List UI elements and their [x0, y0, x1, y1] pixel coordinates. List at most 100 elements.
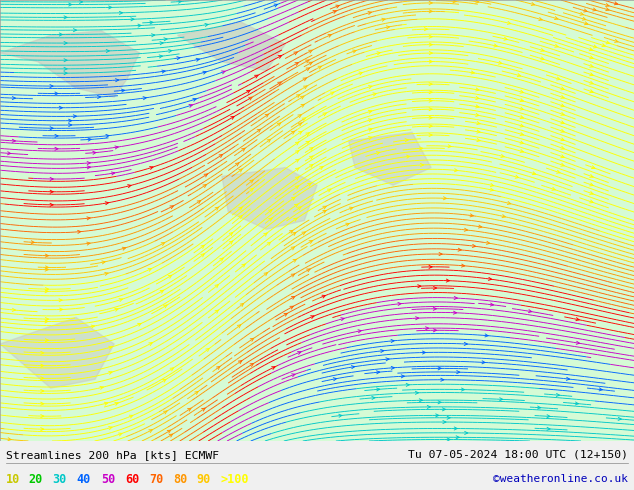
FancyArrowPatch shape	[531, 2, 534, 5]
FancyArrowPatch shape	[250, 189, 253, 192]
FancyArrowPatch shape	[490, 184, 494, 187]
FancyArrowPatch shape	[250, 364, 254, 367]
FancyArrowPatch shape	[230, 233, 233, 236]
FancyArrowPatch shape	[429, 83, 432, 86]
FancyArrowPatch shape	[196, 58, 200, 61]
FancyArrowPatch shape	[264, 233, 267, 236]
FancyArrowPatch shape	[382, 18, 385, 21]
FancyArrowPatch shape	[295, 150, 299, 153]
FancyArrowPatch shape	[87, 166, 90, 169]
FancyArrowPatch shape	[41, 390, 44, 392]
FancyArrowPatch shape	[45, 268, 48, 271]
FancyArrowPatch shape	[87, 162, 90, 165]
FancyArrowPatch shape	[454, 427, 457, 430]
FancyArrowPatch shape	[295, 168, 299, 171]
FancyArrowPatch shape	[107, 49, 109, 52]
FancyArrowPatch shape	[368, 128, 372, 131]
Polygon shape	[222, 168, 317, 229]
FancyArrowPatch shape	[298, 123, 302, 126]
FancyArrowPatch shape	[269, 210, 272, 213]
FancyArrowPatch shape	[41, 428, 44, 431]
FancyArrowPatch shape	[377, 52, 380, 55]
FancyArrowPatch shape	[177, 57, 180, 60]
FancyArrowPatch shape	[294, 52, 297, 55]
FancyArrowPatch shape	[168, 275, 172, 278]
FancyArrowPatch shape	[215, 207, 219, 210]
FancyArrowPatch shape	[309, 165, 313, 168]
FancyArrowPatch shape	[41, 364, 44, 367]
FancyArrowPatch shape	[159, 55, 162, 58]
FancyArrowPatch shape	[50, 127, 53, 130]
FancyArrowPatch shape	[105, 202, 108, 205]
FancyArrowPatch shape	[448, 145, 451, 148]
FancyArrowPatch shape	[477, 139, 480, 142]
FancyArrowPatch shape	[368, 11, 372, 14]
FancyArrowPatch shape	[68, 123, 72, 126]
FancyArrowPatch shape	[346, 223, 349, 226]
FancyArrowPatch shape	[306, 60, 309, 63]
Text: 40: 40	[76, 473, 90, 486]
FancyArrowPatch shape	[152, 34, 155, 37]
FancyArrowPatch shape	[605, 8, 609, 11]
FancyArrowPatch shape	[533, 172, 536, 174]
FancyArrowPatch shape	[479, 225, 482, 228]
FancyArrowPatch shape	[470, 214, 474, 217]
FancyArrowPatch shape	[50, 203, 53, 206]
FancyArrowPatch shape	[12, 139, 15, 142]
FancyArrowPatch shape	[443, 408, 446, 411]
FancyArrowPatch shape	[477, 122, 480, 124]
FancyArrowPatch shape	[351, 366, 354, 368]
FancyArrowPatch shape	[434, 307, 436, 310]
FancyArrowPatch shape	[112, 172, 115, 175]
FancyArrowPatch shape	[583, 17, 586, 20]
FancyArrowPatch shape	[215, 285, 218, 288]
FancyArrowPatch shape	[307, 183, 311, 186]
FancyArrowPatch shape	[115, 146, 118, 149]
FancyArrowPatch shape	[231, 117, 234, 120]
FancyArrowPatch shape	[106, 134, 109, 137]
FancyArrowPatch shape	[590, 56, 593, 59]
FancyArrowPatch shape	[64, 59, 67, 62]
FancyArrowPatch shape	[294, 204, 298, 207]
FancyArrowPatch shape	[434, 329, 436, 332]
FancyArrowPatch shape	[561, 163, 564, 166]
FancyArrowPatch shape	[295, 186, 299, 189]
Text: ©weatheronline.co.uk: ©weatheronline.co.uk	[493, 474, 628, 484]
Text: 30: 30	[52, 473, 66, 486]
FancyArrowPatch shape	[517, 74, 521, 76]
FancyArrowPatch shape	[507, 22, 510, 24]
Text: 20: 20	[29, 473, 42, 486]
FancyArrowPatch shape	[127, 185, 131, 188]
FancyArrowPatch shape	[486, 242, 489, 245]
FancyArrowPatch shape	[8, 152, 11, 155]
FancyArrowPatch shape	[302, 118, 306, 121]
FancyArrowPatch shape	[215, 310, 218, 313]
FancyArrowPatch shape	[203, 185, 206, 188]
FancyArrowPatch shape	[555, 45, 558, 48]
Text: 80: 80	[173, 473, 187, 486]
FancyArrowPatch shape	[446, 279, 450, 282]
FancyArrowPatch shape	[520, 124, 524, 127]
FancyArrowPatch shape	[46, 339, 48, 342]
FancyArrowPatch shape	[297, 95, 300, 98]
FancyArrowPatch shape	[301, 104, 304, 107]
FancyArrowPatch shape	[91, 325, 94, 328]
FancyArrowPatch shape	[278, 82, 281, 85]
FancyArrowPatch shape	[238, 361, 242, 364]
FancyArrowPatch shape	[507, 201, 511, 204]
FancyArrowPatch shape	[265, 114, 268, 117]
FancyArrowPatch shape	[309, 241, 313, 244]
FancyArrowPatch shape	[520, 107, 524, 110]
FancyArrowPatch shape	[401, 375, 404, 378]
FancyArrowPatch shape	[323, 211, 327, 213]
FancyArrowPatch shape	[566, 377, 569, 380]
Polygon shape	[0, 31, 139, 97]
FancyArrowPatch shape	[472, 245, 476, 247]
FancyArrowPatch shape	[599, 388, 602, 391]
Text: Tu 07-05-2024 18:00 UTC (12+150): Tu 07-05-2024 18:00 UTC (12+150)	[408, 450, 628, 460]
FancyArrowPatch shape	[121, 89, 125, 92]
FancyArrowPatch shape	[556, 393, 559, 396]
FancyArrowPatch shape	[485, 334, 488, 337]
FancyArrowPatch shape	[143, 97, 146, 99]
FancyArrowPatch shape	[122, 247, 126, 250]
